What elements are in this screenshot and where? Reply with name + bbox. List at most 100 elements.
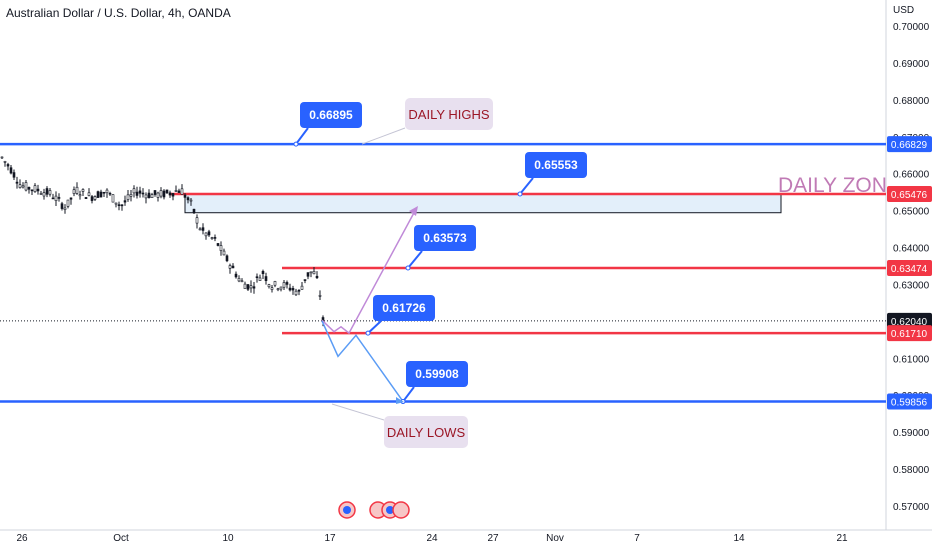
y-tick-label: 0.59000 <box>893 428 930 439</box>
y-tick-label: 0.57000 <box>893 502 930 513</box>
candle-body <box>45 188 49 195</box>
callout-box[interactable] <box>406 361 468 387</box>
candle-body <box>72 189 76 194</box>
candle-body <box>261 271 265 275</box>
daily-zone-label: DAILY ZON <box>778 174 887 197</box>
callout-label: 0.61726 <box>382 301 426 315</box>
callout-box[interactable] <box>525 152 587 178</box>
candle-body <box>264 276 268 281</box>
axis-price-badge-text: 0.62040 <box>891 317 928 328</box>
candle-body <box>18 184 22 188</box>
candle-body <box>252 286 256 289</box>
daily-lows-label: DAILY LOWS <box>387 425 466 440</box>
candle-body <box>273 281 277 286</box>
x-tick-label: Nov <box>546 533 564 544</box>
candle-body <box>201 227 205 231</box>
candle-body <box>39 193 43 195</box>
y-tick-label: 0.69000 <box>893 59 930 70</box>
candle-body <box>204 232 208 237</box>
candle-body <box>216 243 220 246</box>
candle-body <box>156 192 160 198</box>
candle-body <box>162 190 166 198</box>
us-flag-icon-2[interactable] <box>392 501 410 519</box>
candle-body <box>186 197 190 201</box>
axis-price-badge <box>887 393 932 410</box>
daily-zone-rectangle[interactable] <box>184 193 782 214</box>
candle-body <box>276 288 280 291</box>
candle-body <box>258 277 262 281</box>
candle-body <box>123 200 127 203</box>
y-tick-label: 0.66000 <box>893 170 930 181</box>
candle-body <box>33 185 37 192</box>
candle-body <box>0 156 4 159</box>
candle-body <box>48 190 52 195</box>
candles <box>0 156 325 327</box>
au-flag-core-icon <box>343 506 351 514</box>
au-flag-core-icon-2 <box>386 506 394 514</box>
chart-title: Australian Dollar / U.S. Dollar, 4h, OAN… <box>6 6 231 20</box>
callout-box[interactable] <box>300 102 362 128</box>
candle-body <box>168 192 172 196</box>
axis-price-badge <box>887 186 932 203</box>
y-tick-label: 0.58000 <box>893 465 930 476</box>
candle-body <box>42 192 46 197</box>
daily-highs-box[interactable] <box>405 98 493 130</box>
candle-body <box>294 290 298 296</box>
candle-body <box>213 237 217 239</box>
candle-body <box>243 283 247 289</box>
candle-body <box>312 270 316 275</box>
y-tick-label: 0.61000 <box>893 354 930 365</box>
daily-lows-box[interactable] <box>384 416 468 448</box>
candle-body <box>90 196 94 201</box>
economic-event-icons[interactable] <box>338 501 410 519</box>
candle-body <box>309 271 313 274</box>
candle-body <box>183 194 187 198</box>
candle-body <box>24 182 28 191</box>
candle-body <box>270 287 274 290</box>
daily-lows-connector <box>331 403 385 421</box>
candle-body <box>285 282 289 285</box>
axis-price-badge-text: 0.66829 <box>891 140 928 151</box>
daily-highs-connector <box>361 127 406 145</box>
projection-path-down[interactable] <box>321 320 404 402</box>
x-axis-ticks: 26 Oct 10 17 24 27 Nov 7 14 21 <box>16 533 848 544</box>
candle-body <box>135 191 139 196</box>
x-tick-label: 24 <box>426 533 438 544</box>
candle-body <box>138 190 142 194</box>
candle-body <box>153 190 157 195</box>
x-tick-label: 21 <box>836 533 848 544</box>
daily-highs-label: DAILY HIGHS <box>408 107 489 122</box>
candle-body <box>240 280 244 283</box>
axis-price-badge <box>887 312 932 329</box>
x-tick-label: 14 <box>733 533 745 544</box>
candle-body <box>303 279 307 281</box>
candle-body <box>9 167 13 174</box>
candle-body <box>96 191 100 198</box>
candle-body <box>117 204 121 206</box>
candle-body <box>51 197 55 200</box>
x-tick-label: 26 <box>16 533 28 544</box>
candle-body <box>318 295 322 297</box>
candle-body <box>177 190 181 193</box>
candle-body <box>219 245 223 251</box>
candle-body <box>27 187 31 190</box>
candle-body <box>279 286 283 290</box>
callout-pointer <box>407 250 423 269</box>
callout-box[interactable] <box>414 225 476 251</box>
callout-box[interactable] <box>373 295 435 321</box>
candle-body <box>147 192 151 199</box>
candle-body <box>54 195 58 201</box>
candle-body <box>297 289 301 292</box>
candle-body <box>159 190 163 197</box>
candle-body <box>291 288 295 291</box>
candle-body <box>60 203 64 209</box>
callout-pointer <box>402 386 415 403</box>
axis-price-badge-text: 0.65476 <box>891 190 928 201</box>
projection-path-up[interactable] <box>321 212 415 335</box>
annotations: DAILY HIGHS DAILY LOWS DAILY ZON <box>331 98 887 448</box>
axis-price-badge <box>887 325 932 342</box>
candle-body <box>210 237 214 239</box>
candle-body <box>129 194 133 197</box>
callout-anchor <box>293 141 299 147</box>
